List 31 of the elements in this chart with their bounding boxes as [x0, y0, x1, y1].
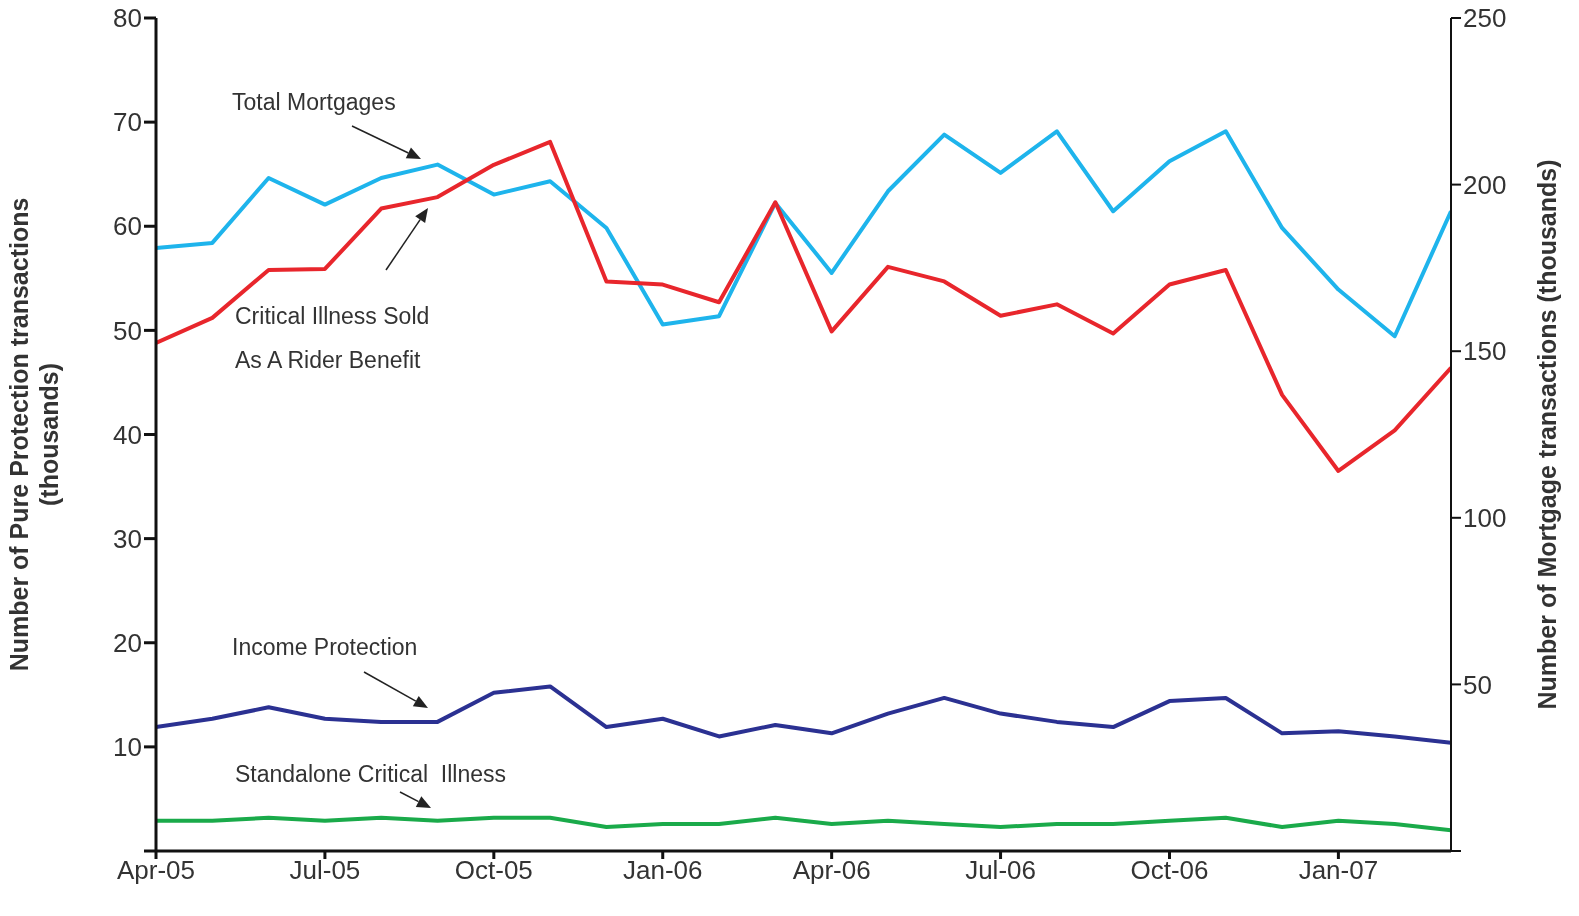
y2-tick-label: 50: [1463, 669, 1492, 700]
y-tick-label: 40: [113, 419, 142, 450]
x-tick-label: Apr-06: [792, 855, 871, 886]
series-label: Standalone Critical Illness: [235, 761, 507, 788]
y-axis-title: Number of Pure Protection transactions (thousands): [4, 197, 63, 672]
y2-tick-label: 250: [1463, 3, 1507, 34]
x-tick-label: Jul-05: [289, 855, 361, 886]
series-label: Critical Illness Sold As A Rider Benefit: [235, 303, 430, 374]
x-tick-label: Jul-06: [965, 855, 1036, 886]
line-series: [156, 684, 1451, 745]
x-tick-label: Oct-05: [454, 855, 533, 886]
y2-axis-title: Number of Mortgage transactions (thousands): [1532, 159, 1561, 710]
text: Total Mortgages: [232, 89, 396, 116]
y2-tick-label: 100: [1463, 503, 1507, 534]
y-tick-label: 60: [113, 211, 142, 242]
line-series: [156, 139, 1451, 473]
x-tick-label: Jan-06: [622, 855, 703, 886]
line-series: [156, 815, 1451, 833]
y-tick-label: 10: [113, 732, 142, 763]
x-tick-label: Oct-06: [1130, 855, 1209, 886]
line-series: [156, 129, 1451, 339]
y-tick-label: 80: [113, 3, 142, 34]
y-tick-label: 20: [113, 627, 142, 658]
x-tick-label: Apr-05: [116, 855, 196, 886]
y-tick-label: 30: [113, 523, 142, 554]
text: Income Protection: [232, 634, 418, 661]
y2-tick-label: 200: [1463, 169, 1507, 200]
y2-tick-label: 150: [1463, 336, 1507, 367]
y-tick-label: 70: [113, 107, 142, 138]
x-tick-label: Jan-07: [1298, 855, 1379, 886]
y-tick-label: 50: [113, 315, 142, 346]
